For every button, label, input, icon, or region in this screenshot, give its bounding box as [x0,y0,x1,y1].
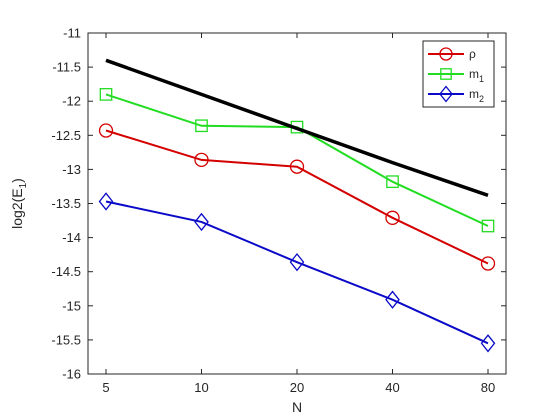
y-axis-title: log2(E1) [9,178,29,229]
legend-label: m2 [469,87,484,104]
data-point-marker [98,123,114,138]
y-tick-label: -11 [63,26,81,41]
series-reference-line [105,58,489,197]
data-point-marker [481,219,495,233]
data-point-marker [99,88,113,101]
x-tick-label: 20 [290,380,304,395]
x-axis-title: N [292,399,302,415]
data-point-marker [439,47,453,61]
data-point-marker [480,256,496,271]
legend-label: ρ [469,47,476,61]
series-line [105,200,489,345]
legend-entry: m1 [428,67,484,84]
y-tick-label: -13 [62,162,81,177]
x-tick-label: 80 [481,380,495,395]
y-tick-label: -12 [62,94,81,109]
y-tick-label: -14.5 [51,264,81,279]
data-point-marker [98,192,114,211]
series-m2 [98,192,496,353]
legend: ρ m1 m2 [422,40,495,108]
data-point-marker [385,210,400,225]
x-tick-label: 40 [385,380,399,395]
y-tick-label: -12.5 [51,128,81,143]
data-point-marker [385,290,400,309]
data-point-marker [289,252,305,272]
data-point-marker [194,212,209,232]
legend-entry: m2 [428,85,484,104]
series-line [105,129,489,265]
data-point-marker [440,68,452,80]
series-ρ [98,123,496,271]
x-tick-label: 5 [102,380,109,395]
x-tick-label: 10 [194,380,208,395]
y-tick-label: -15 [62,298,81,313]
y-tick-label: -16 [62,367,81,382]
legend-label: m1 [469,67,484,84]
series-line [105,58,489,197]
series-layer [98,58,496,353]
ticks-layer: -16 -15.5 -15 -14.5 -14 -13.5 -13 -12.5 -12 -11.5… [51,26,506,395]
y-tick-label: -15.5 [51,332,81,347]
data-point-marker [480,334,496,353]
data-point-marker [194,152,209,168]
data-point-marker [289,159,305,174]
y-tick-label: -14 [62,230,81,245]
y-tick-label: -13.5 [51,196,81,211]
data-point-marker [439,85,453,103]
legend-entry: ρ [428,47,476,61]
data-point-marker [386,175,399,189]
data-point-marker [195,119,208,133]
y-tick-label: -11.5 [52,60,81,75]
